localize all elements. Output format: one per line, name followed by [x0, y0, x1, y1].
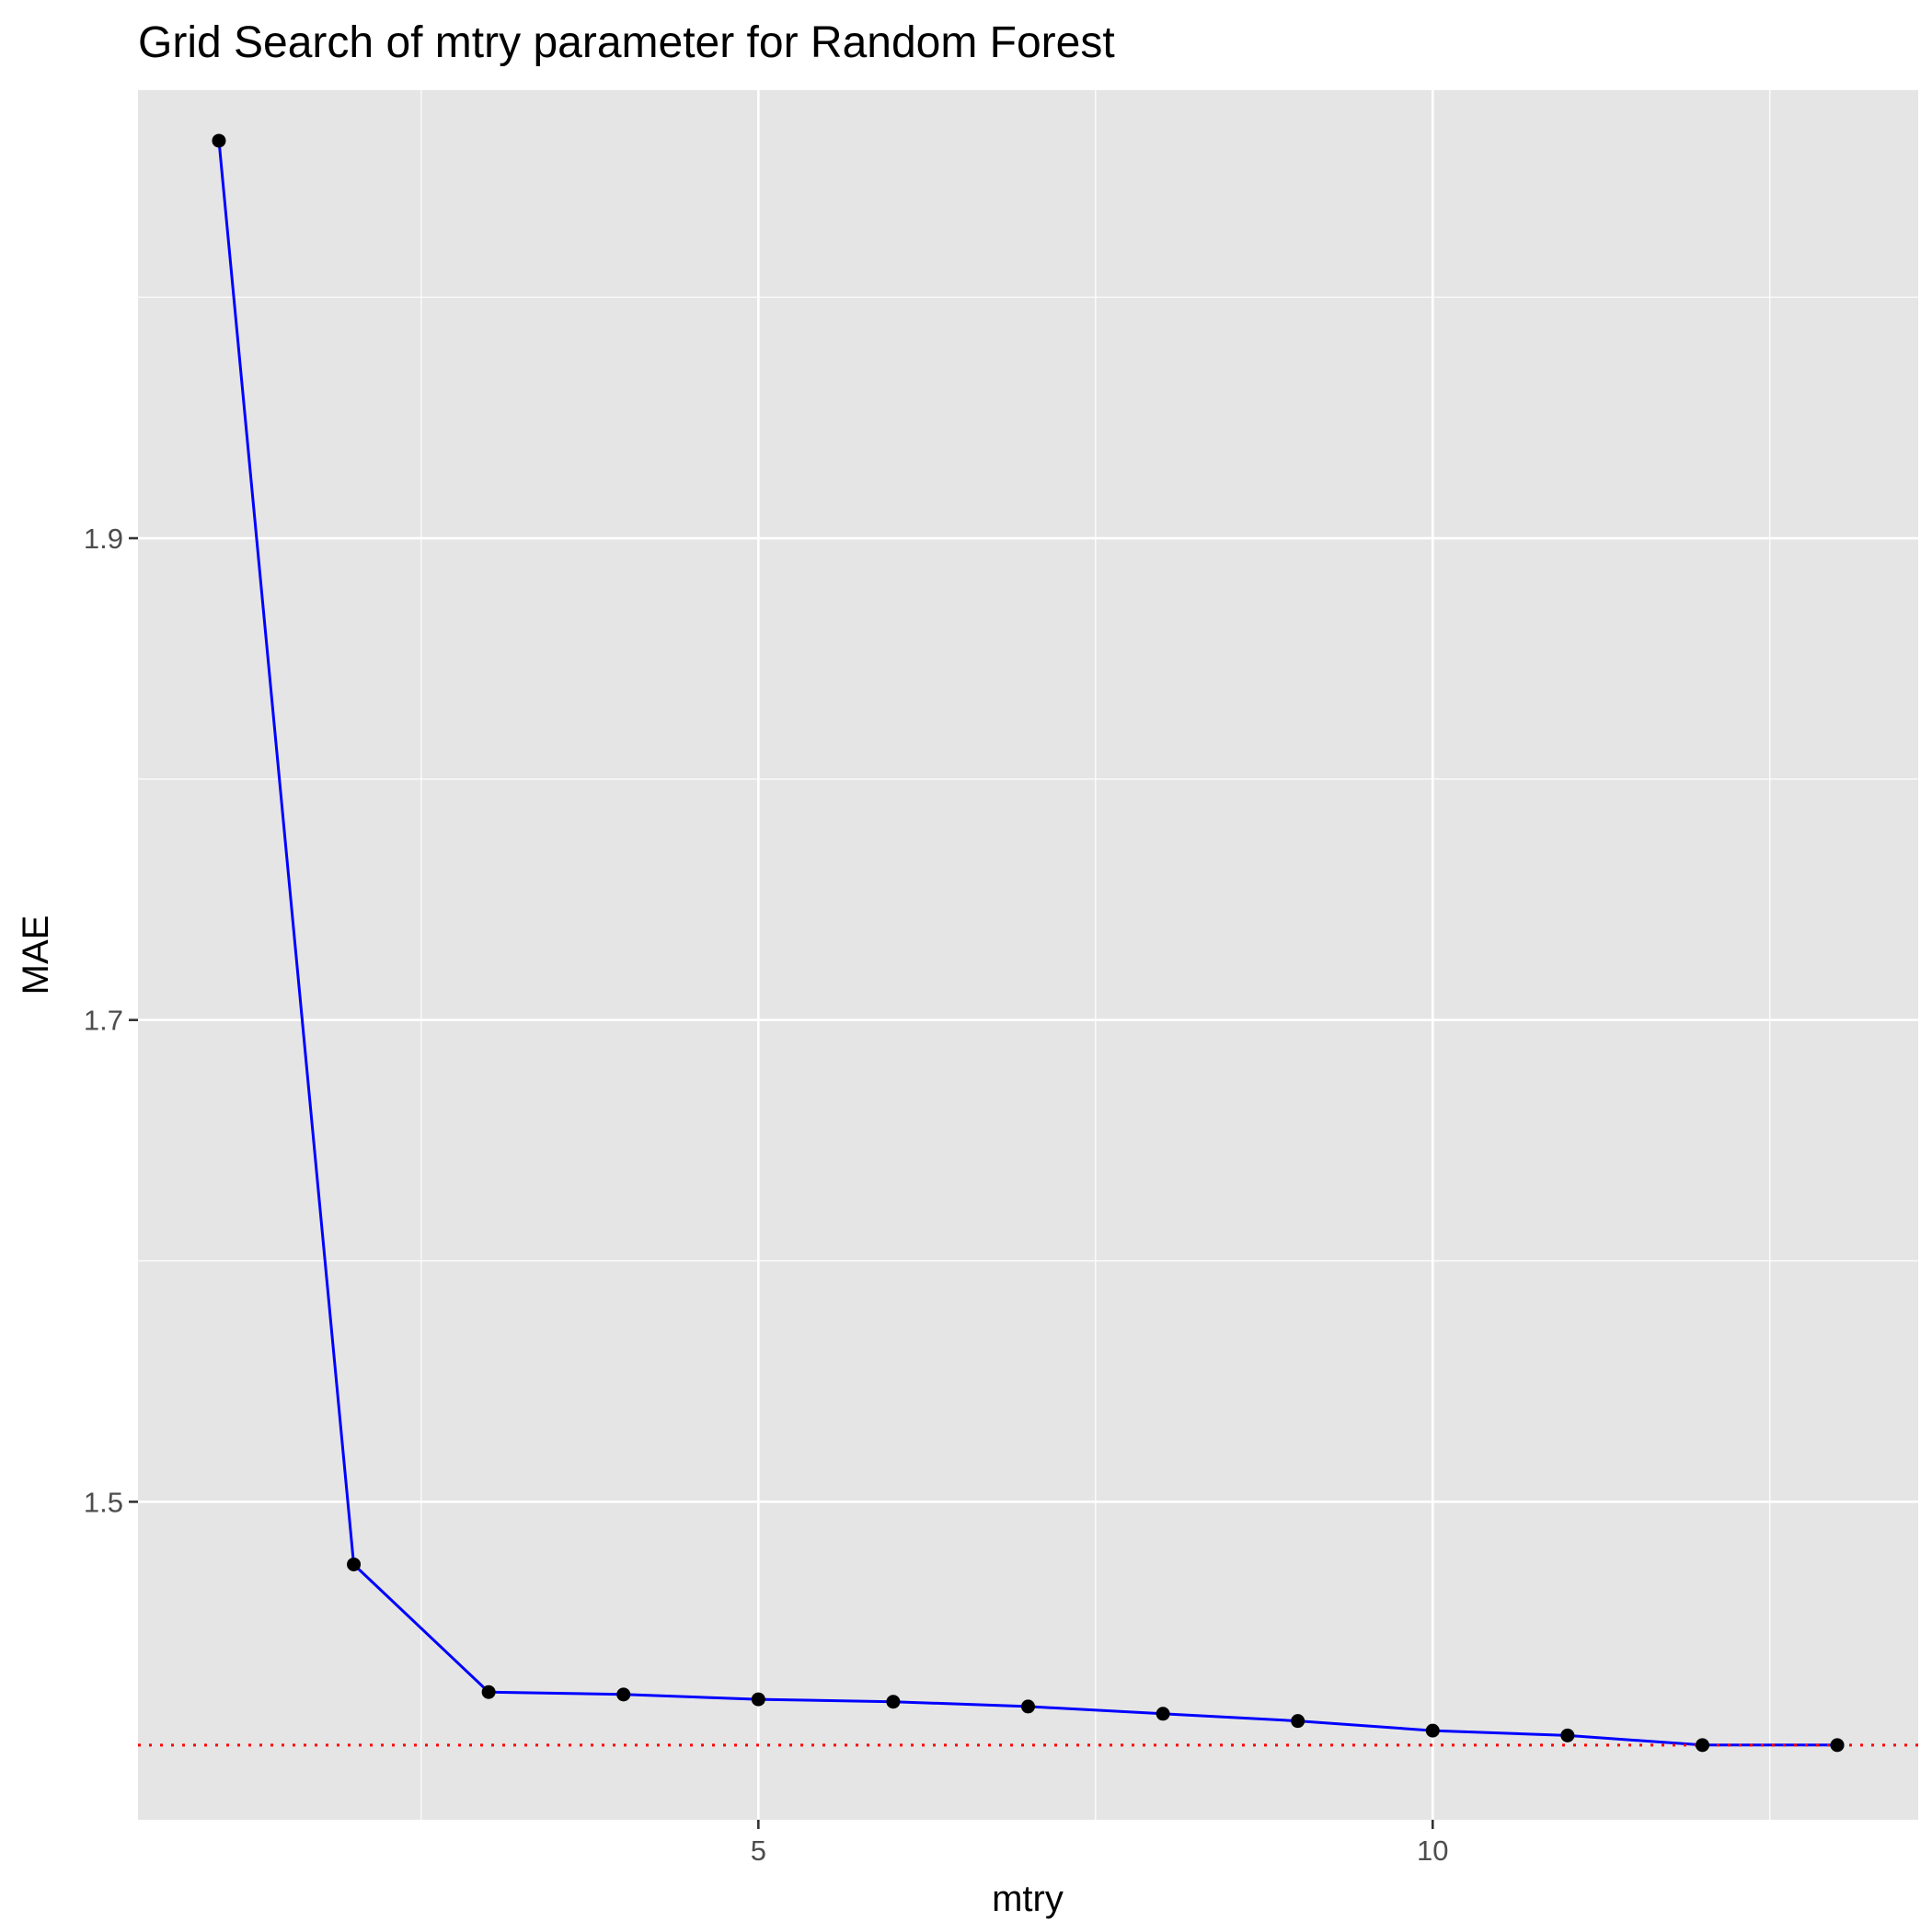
- data-point-mtry-13: [1830, 1738, 1845, 1753]
- data-point-mtry-6: [886, 1695, 901, 1709]
- axes: 5 10 1.5 1.7 1.9: [84, 523, 1449, 1867]
- data-point-mtry-8: [1156, 1707, 1170, 1721]
- x-tick-label: 10: [1417, 1834, 1448, 1867]
- x-tick-label: 5: [751, 1834, 766, 1867]
- chart-title: Grid Search of mtry parameter for Random…: [138, 18, 1115, 67]
- data-point-mtry-2: [347, 1557, 362, 1571]
- data-point-mtry-12: [1695, 1738, 1709, 1753]
- data-point-mtry-10: [1425, 1723, 1440, 1738]
- major-gridlines: [138, 90, 1918, 1820]
- y-tick-label: 1.9: [84, 523, 123, 555]
- y-tick-label: 1.7: [84, 1005, 123, 1037]
- data-point-mtry-7: [1021, 1699, 1035, 1714]
- data-point-mtry-11: [1560, 1728, 1575, 1742]
- data-point-mtry-3: [481, 1685, 496, 1699]
- data-point-mtry-1: [212, 133, 226, 148]
- y-axis-title: MAE: [16, 915, 56, 995]
- data-point-mtry-4: [616, 1687, 631, 1702]
- plot-panel: [138, 90, 1918, 1820]
- x-axis-title: mtry: [992, 1879, 1064, 1919]
- data-point-mtry-9: [1291, 1714, 1305, 1729]
- minor-gridlines: [138, 90, 1918, 1820]
- data-points: [212, 133, 1845, 1753]
- data-point-mtry-5: [751, 1692, 765, 1707]
- y-tick-label: 1.5: [84, 1486, 123, 1518]
